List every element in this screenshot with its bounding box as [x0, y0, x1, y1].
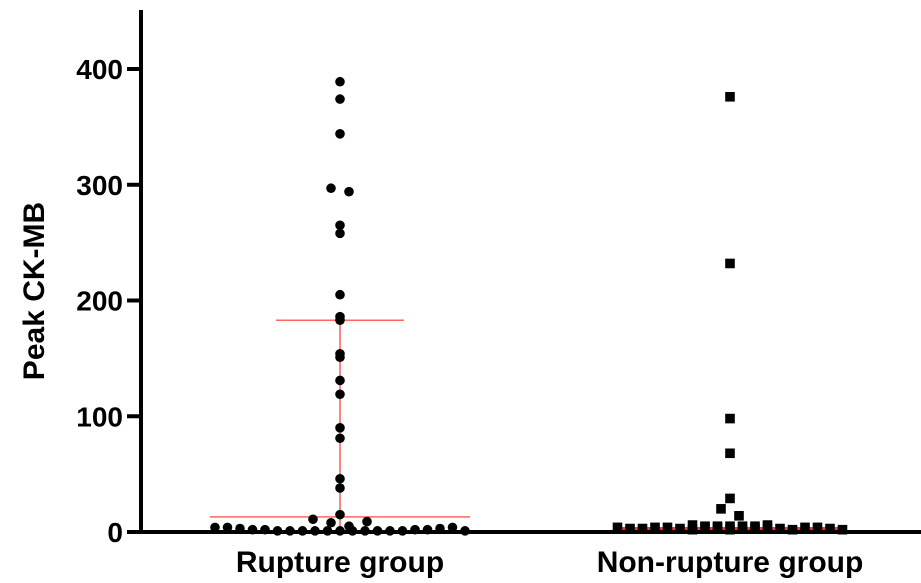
data-point [812, 522, 823, 533]
data-point [410, 524, 420, 535]
data-point [787, 524, 798, 535]
data-point [335, 375, 345, 386]
data-point [297, 526, 308, 536]
labels: Peak CK-MB Rupture group Non-rupture group [18, 202, 863, 579]
data-point [725, 524, 735, 535]
data-point [335, 228, 345, 239]
data-point [335, 473, 345, 484]
data-point [837, 524, 848, 535]
y-tick-label: 400 [76, 54, 123, 85]
data-point [725, 493, 735, 504]
data-point [335, 526, 345, 536]
data-point [322, 526, 333, 536]
data-point [335, 433, 345, 444]
data-point [650, 522, 660, 533]
data-point [326, 183, 336, 194]
data-point [725, 448, 735, 459]
data-point [725, 91, 735, 102]
summary-lines [210, 319, 840, 532]
data-point [344, 186, 354, 197]
data-point [210, 522, 220, 533]
data-point [247, 524, 258, 535]
data-point [310, 526, 320, 536]
data-point [775, 523, 785, 534]
data-point [800, 522, 810, 533]
data-point [737, 523, 748, 534]
category-label: Non-rupture group [597, 546, 864, 579]
data-point [335, 129, 345, 139]
data-point [335, 76, 345, 87]
data-point [335, 509, 345, 520]
data-point [222, 522, 233, 533]
data-point [326, 517, 336, 528]
y-tick-label: 200 [76, 286, 123, 317]
data-point [625, 523, 635, 534]
data-point [260, 524, 270, 535]
data-point [335, 483, 345, 493]
data-point [285, 526, 295, 536]
data-point [272, 526, 283, 536]
data-point [308, 514, 318, 525]
data-point [360, 526, 370, 536]
data-point [825, 523, 835, 534]
data-point [700, 522, 710, 533]
y-axis-title: Peak CK-MB [18, 202, 51, 380]
data-point [687, 524, 698, 535]
y-tick-label: 300 [76, 170, 123, 201]
data-points [210, 76, 848, 536]
data-point [637, 523, 648, 534]
data-point [612, 522, 623, 533]
data-point [675, 523, 685, 534]
data-point [335, 352, 345, 363]
data-point [716, 504, 726, 514]
data-point [335, 389, 345, 400]
data-point [435, 523, 445, 534]
data-point [762, 522, 773, 533]
data-point [372, 526, 383, 536]
y-tick-label: 100 [76, 401, 123, 432]
data-point [397, 526, 408, 536]
data-point [347, 526, 358, 536]
data-point [725, 413, 735, 424]
data-point [335, 94, 345, 104]
data-point [725, 258, 735, 269]
data-point [750, 523, 760, 534]
data-point [662, 522, 673, 533]
data-point [422, 524, 433, 535]
data-point [335, 289, 345, 300]
data-point [447, 522, 458, 533]
data-point [235, 523, 245, 534]
y-tick-label: 0 [107, 517, 123, 548]
category-label: Rupture group [236, 546, 444, 579]
data-point [712, 522, 723, 533]
data-point [460, 526, 470, 536]
data-point [734, 510, 744, 521]
data-point [362, 516, 372, 527]
data-point [335, 315, 345, 325]
data-point [335, 220, 345, 231]
y-axis: 0 100 200 300 400 [76, 10, 143, 548]
data-point [335, 423, 345, 433]
data-point [385, 526, 395, 536]
